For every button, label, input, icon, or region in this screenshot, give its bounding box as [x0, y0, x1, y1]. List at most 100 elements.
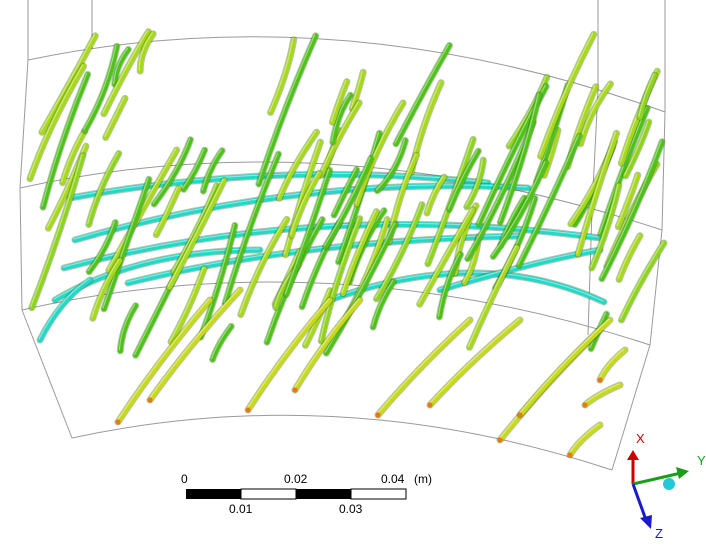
fiber-41 — [615, 172, 641, 230]
fiber-58 — [374, 202, 425, 302]
fiber-tip-9 — [582, 402, 588, 408]
fiber-81-highlight — [290, 171, 319, 235]
scale-tick-001: 0.01 — [229, 502, 253, 516]
fiber-28 — [106, 147, 180, 273]
fiber-lower-9 — [582, 382, 623, 408]
fiber-49-highlight — [394, 43, 450, 144]
fiber-86-highlight — [447, 149, 478, 209]
fiber-79 — [340, 209, 379, 296]
fiber-lower-4 — [375, 317, 473, 418]
fiber-29-highlight — [172, 184, 217, 272]
fiber-lower-9-highlight — [583, 383, 620, 405]
fiber-85 — [329, 79, 350, 125]
fiber-7-highlight — [284, 140, 320, 255]
fiber-42-highlight — [104, 96, 125, 138]
fiber-49 — [393, 42, 452, 147]
fiber-56-highlight — [269, 38, 294, 112]
fiber-80 — [464, 157, 486, 210]
fiber-tip-6 — [497, 437, 503, 443]
fiber-lower-1 — [147, 287, 243, 403]
fiber-53 — [101, 29, 151, 117]
fiber-55-highlight — [498, 93, 539, 222]
fiber-72 — [168, 266, 207, 345]
fiber-0-highlight — [332, 168, 357, 215]
y-axis-label: Y — [697, 453, 706, 468]
fiber-13 — [40, 71, 91, 210]
fiber-72-highlight — [169, 267, 204, 342]
fiber-62 — [86, 151, 122, 227]
fiber-37 — [60, 128, 88, 186]
fiber-46-highlight — [28, 64, 84, 179]
fiber-83 — [137, 31, 156, 74]
fiber-lower-3 — [292, 297, 363, 393]
fiber-cyan-0-highlight — [68, 172, 488, 198]
fiber-88 — [323, 221, 398, 356]
fiber-60 — [318, 100, 362, 178]
rotation-center-icon — [663, 478, 675, 490]
scale-segment-2 — [240, 488, 297, 500]
fiber-tip-8 — [567, 452, 573, 458]
fiber-93-highlight — [418, 208, 473, 304]
fiber-lower-0-highlight — [116, 298, 210, 422]
fiber-83-highlight — [138, 32, 153, 71]
fiber-53-highlight — [102, 30, 149, 114]
fiber-tip-3 — [292, 387, 298, 393]
fiber-lower-0 — [115, 297, 213, 425]
fiber-14 — [200, 148, 225, 194]
fiber-lower-1-highlight — [148, 288, 240, 400]
fiber-76-highlight — [199, 223, 235, 337]
fiber-lower-10 — [597, 347, 628, 383]
fiber-tip-2 — [245, 407, 251, 413]
fiber-77-highlight — [239, 217, 287, 315]
fiber-92-highlight — [323, 156, 371, 247]
fiber-cyan-7-highlight — [38, 278, 90, 340]
x-arrowhead-icon — [627, 450, 639, 460]
fiber-66-highlight — [590, 184, 619, 268]
fiber-33-highlight — [467, 245, 517, 347]
fiber-78-highlight — [426, 137, 473, 264]
fiber-41-highlight — [616, 173, 638, 227]
fiber-cyan-2-highlight — [62, 222, 600, 268]
fiber-66 — [589, 183, 622, 271]
fiber-73-highlight — [118, 304, 136, 351]
fiber-13-highlight — [41, 72, 88, 207]
fiber-tip-0 — [115, 419, 121, 425]
fiber-84 — [616, 233, 643, 282]
fiber-23-highlight — [257, 34, 316, 184]
fiber-tip-5 — [427, 402, 433, 408]
fiber-79-highlight — [341, 210, 377, 294]
fiber-94 — [619, 240, 667, 323]
fiber-lower-8-highlight — [568, 423, 600, 455]
fiber-37-highlight — [61, 129, 85, 183]
fiber-tip-1 — [147, 397, 153, 403]
fiber-2-highlight — [375, 138, 405, 191]
fiber-38-highlight — [83, 44, 117, 131]
fiber-tip-10 — [597, 377, 603, 383]
fiber-2 — [374, 138, 408, 194]
fiber-77 — [238, 216, 290, 318]
fiber-62-highlight — [87, 151, 119, 225]
fiber-67-highlight — [638, 73, 655, 117]
fiber-70-highlight — [154, 186, 179, 235]
fiber-56 — [268, 37, 297, 115]
fiber-15 — [112, 47, 131, 87]
fiber-40 — [39, 33, 98, 135]
fiber-lower-8 — [567, 422, 603, 458]
fiber-69 — [86, 220, 118, 275]
fiber-86 — [446, 148, 481, 212]
fiber-34 — [354, 100, 406, 207]
scale-segment-4 — [350, 488, 407, 500]
fiber-81 — [289, 170, 322, 238]
fiber-65 — [516, 133, 582, 268]
fiber-40-highlight — [40, 34, 95, 132]
scale-segment-3 — [296, 489, 351, 499]
z-arrowhead-icon — [640, 515, 652, 529]
fiber-12 — [436, 252, 464, 320]
fiber-cyan-7 — [37, 277, 93, 343]
fiber-27-highlight — [371, 280, 394, 327]
fiber-68-highlight — [102, 177, 149, 309]
z-axis-label: Z — [655, 526, 663, 541]
fiber-26 — [276, 129, 320, 201]
fiber-87 — [623, 119, 652, 179]
